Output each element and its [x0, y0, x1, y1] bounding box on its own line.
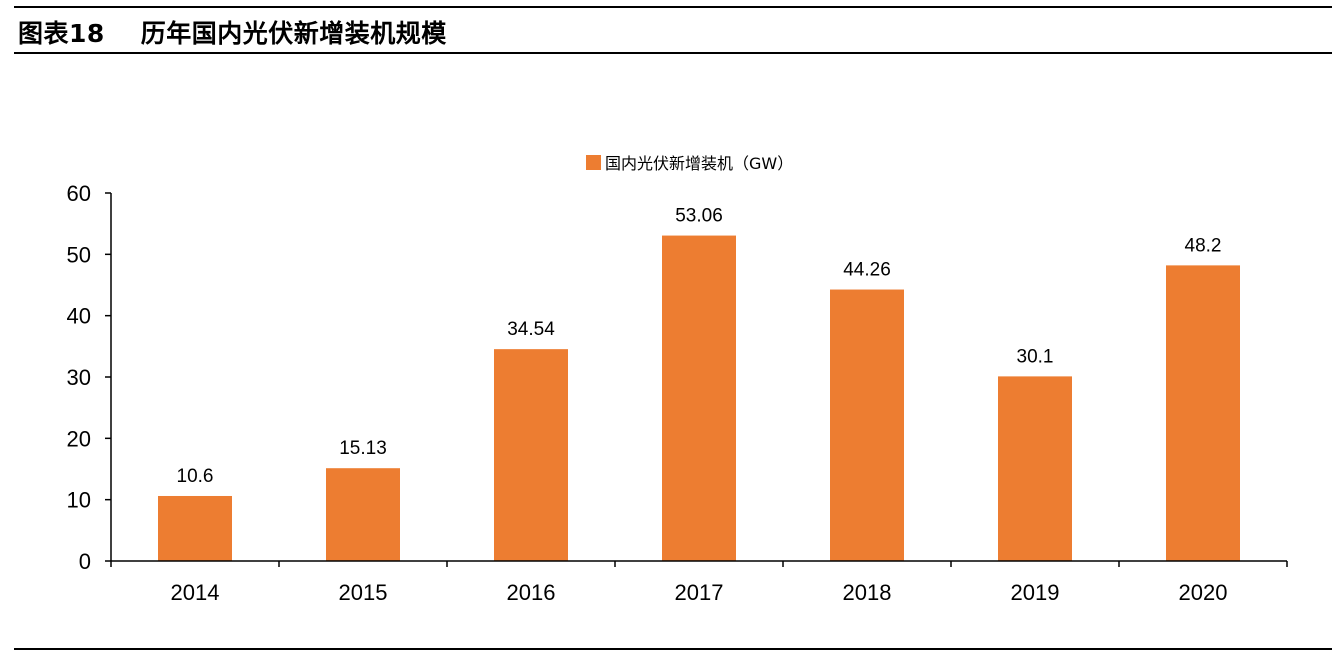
- y-tick-label: 20: [67, 426, 91, 451]
- x-tick-label: 2016: [507, 580, 556, 605]
- y-tick-label: 60: [67, 181, 91, 206]
- data-label: 30.1: [1017, 346, 1054, 367]
- x-tick-label: 2018: [843, 580, 892, 605]
- y-tick-label: 40: [67, 304, 91, 329]
- bottom-rule: [14, 648, 1332, 650]
- header-rule: [14, 52, 1332, 54]
- x-tick-label: 2017: [675, 580, 724, 605]
- data-label: 10.6: [177, 466, 214, 487]
- bar-2018: [830, 289, 904, 561]
- data-label: 44.26: [843, 260, 891, 281]
- data-label: 34.54: [507, 319, 555, 340]
- figure-label: 图表18: [18, 19, 105, 48]
- y-tick-label: 0: [79, 549, 91, 574]
- y-tick-label: 30: [67, 365, 91, 390]
- bar-2017: [662, 235, 736, 561]
- top-rule: [14, 6, 1332, 8]
- figure-title: 历年国内光伏新增装机规模: [140, 19, 447, 48]
- x-tick-label: 2014: [171, 580, 220, 605]
- data-label: 15.13: [339, 438, 387, 459]
- data-label: 48.2: [1185, 235, 1222, 256]
- bar-2014: [158, 495, 232, 561]
- x-tick-label: 2019: [1011, 580, 1060, 605]
- data-label: 53.06: [675, 206, 723, 227]
- x-tick-label: 2020: [1179, 580, 1228, 605]
- legend-label: 国内光伏新增装机（GW）: [605, 154, 793, 173]
- y-tick-label: 10: [67, 488, 91, 513]
- bar-2020: [1166, 265, 1240, 561]
- legend-swatch: [586, 155, 601, 170]
- figure-header: 图表18 历年国内光伏新增装机规模: [18, 14, 447, 50]
- y-tick-label: 50: [67, 242, 91, 267]
- bar-2019: [998, 376, 1072, 561]
- bar-2016: [494, 349, 568, 561]
- bar-2015: [326, 468, 400, 561]
- x-tick-label: 2015: [339, 580, 388, 605]
